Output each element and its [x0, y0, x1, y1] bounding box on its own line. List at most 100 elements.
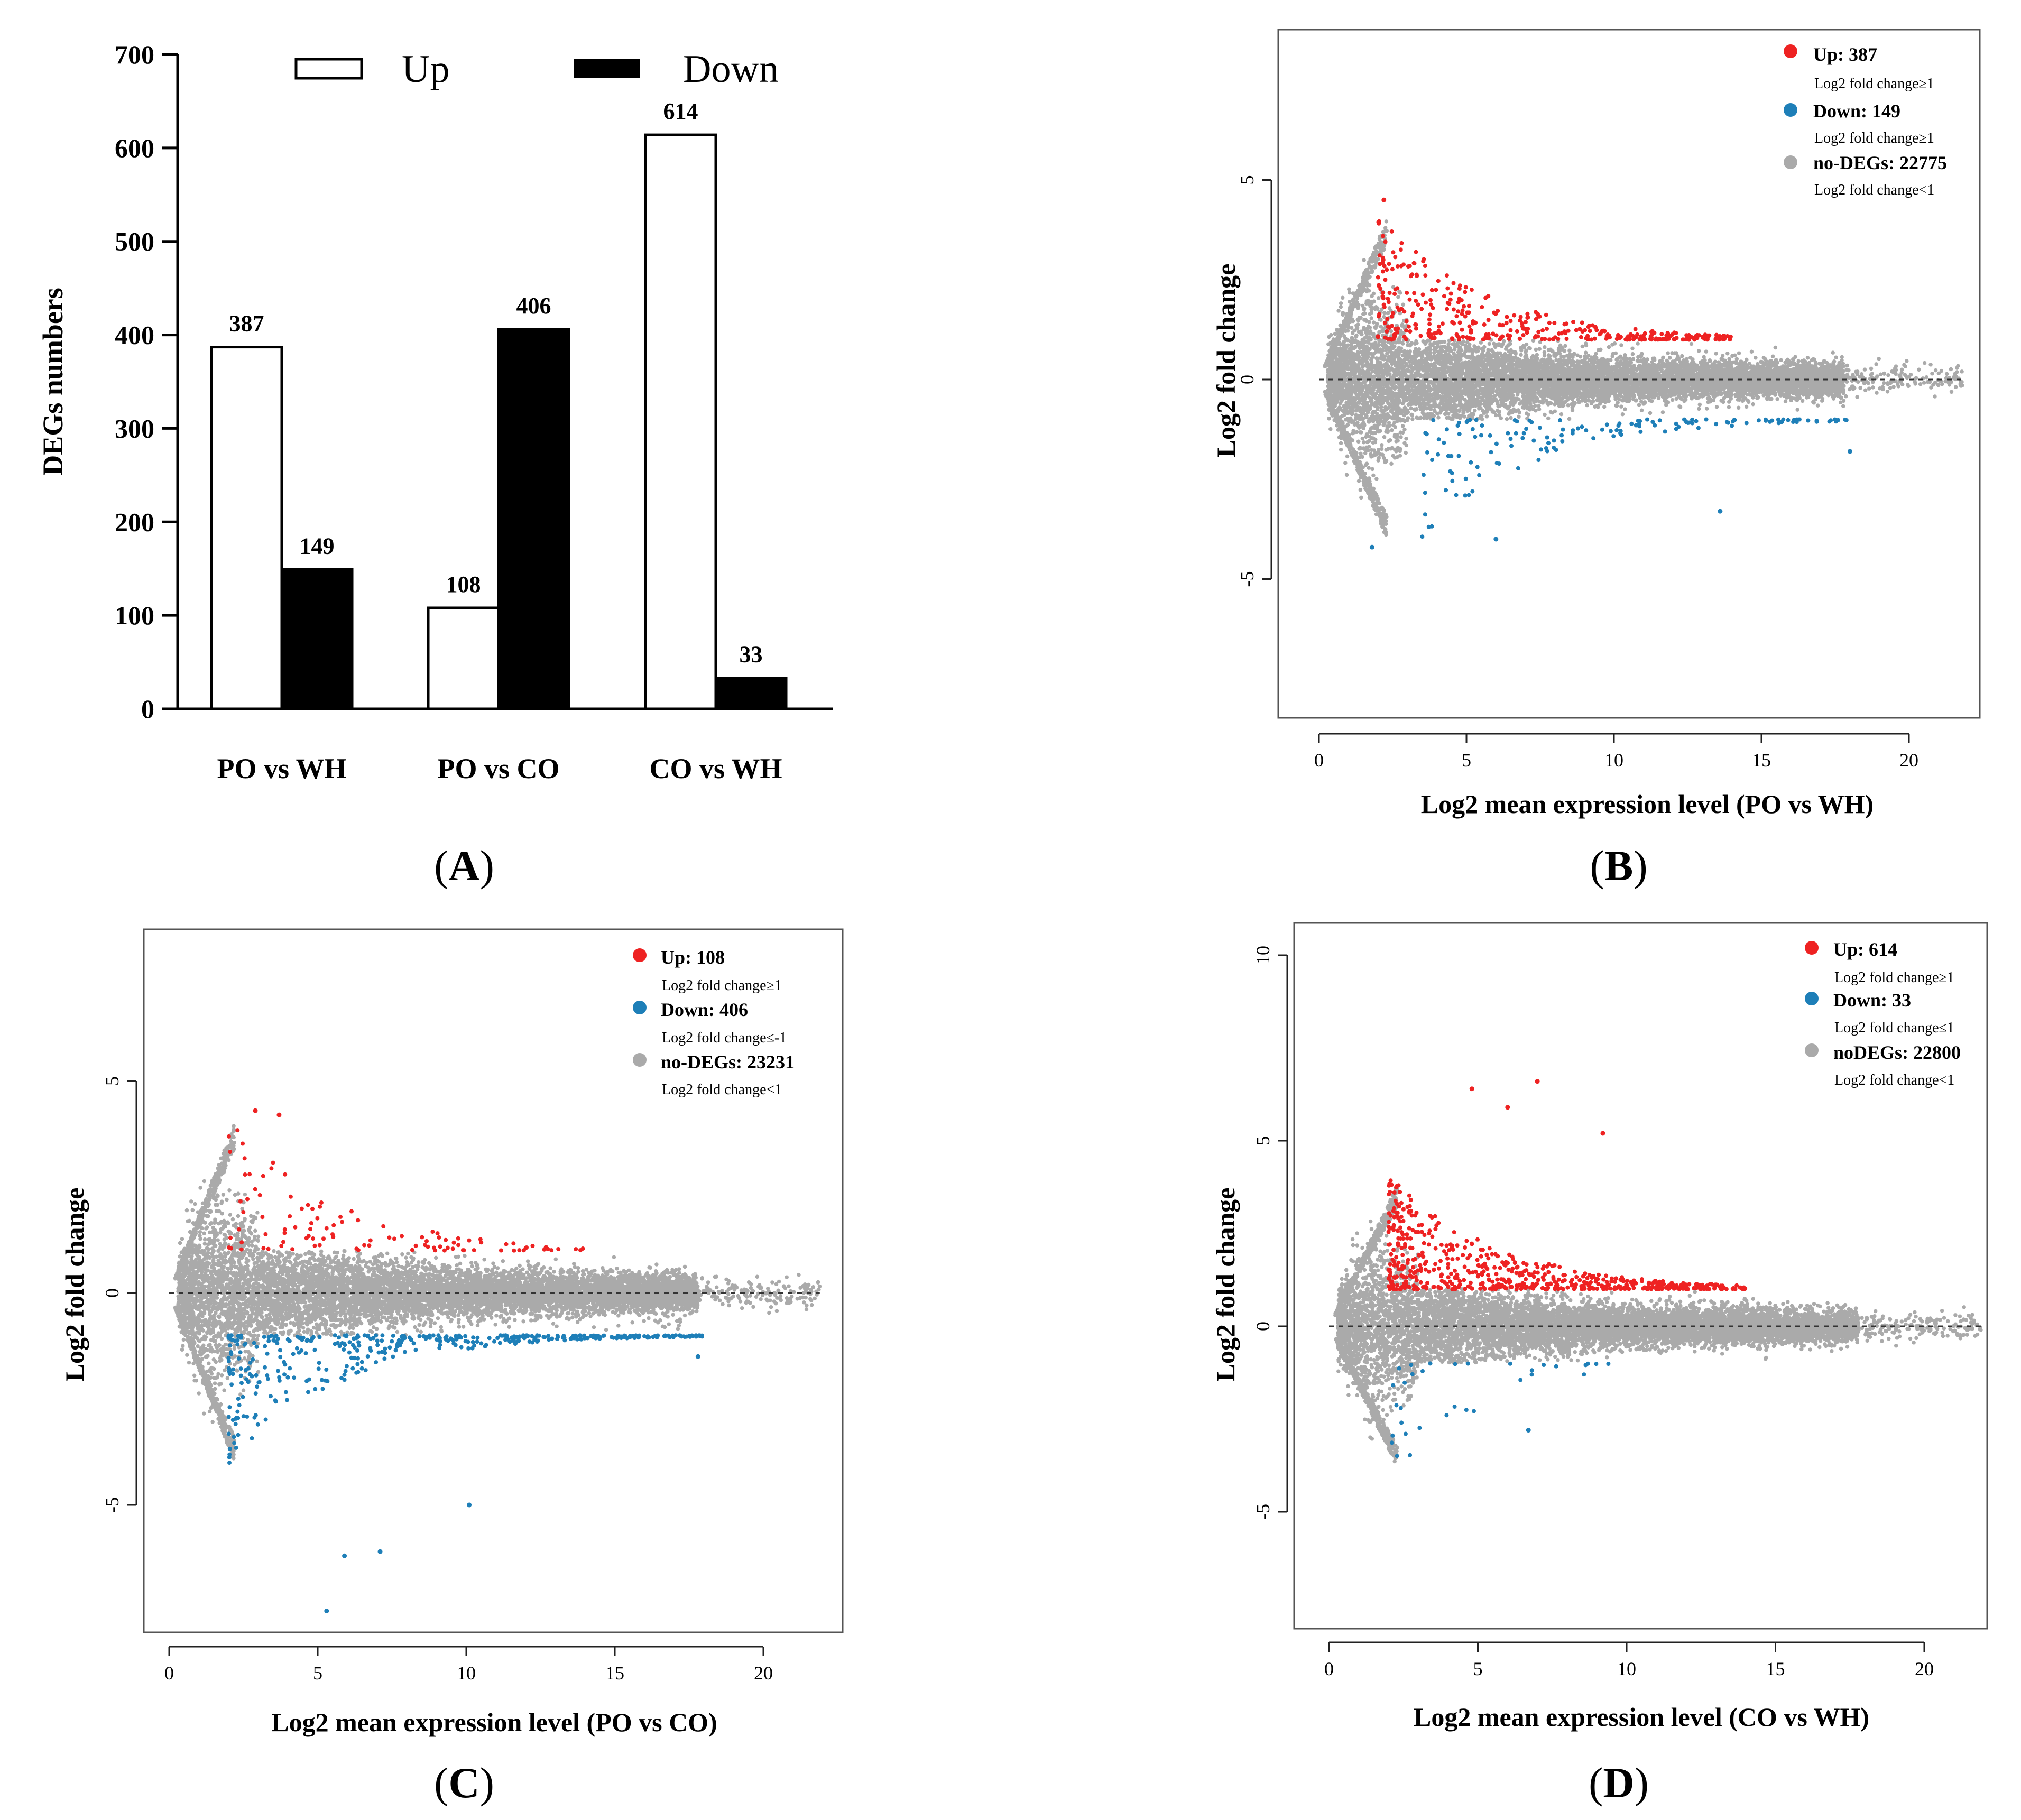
y-tick-label: 700 — [115, 40, 154, 69]
panel-b-letter: (B) — [1590, 842, 1647, 890]
legend-up-sublabel: Log2 fold change≥1 — [1814, 76, 1934, 92]
y-tick-label: 100 — [115, 600, 154, 630]
panel-a-category-labels: PO vs WH PO vs CO CO vs WH — [217, 753, 782, 784]
category-label: PO vs WH — [217, 753, 346, 784]
x-tick-label: 15 — [1766, 1658, 1785, 1679]
panel-b-legend: Up: 387 Log2 fold change≥1 Down: 149 Log… — [1784, 44, 1947, 198]
x-tick-label: 20 — [1915, 1658, 1934, 1679]
panel-c-letter: (C) — [434, 1759, 494, 1807]
legend-up-label: Up: 108 — [661, 947, 725, 968]
outlier-point — [276, 1112, 282, 1117]
y-tick-label: 0 — [1252, 1322, 1273, 1331]
x-tick-label: 0 — [1324, 1658, 1334, 1679]
y-tick-label: 5 — [1252, 1136, 1273, 1145]
legend-down-label: Down: 33 — [1833, 990, 1911, 1011]
outlier-point — [377, 1549, 383, 1554]
legend-down-swatch — [574, 59, 640, 78]
bar-down — [714, 677, 788, 710]
bar-up — [644, 133, 717, 710]
outlier-point — [324, 1609, 329, 1613]
legend-up-sublabel: Log2 fold change≥1 — [662, 977, 782, 994]
panel-a-legend: Up Down — [294, 48, 779, 91]
x-tick-label: 10 — [1604, 750, 1623, 771]
legend-down-sublabel: Log2 fold change≤1 — [1834, 1020, 1954, 1036]
panel-a-value-labels: 387 149 108 406 614 33 — [229, 98, 763, 668]
legend-down-label: Down: 406 — [661, 999, 748, 1020]
y-tick-label: 5 — [101, 1076, 123, 1086]
category-label: CO vs WH — [649, 753, 782, 784]
legend-down-label: Down — [683, 48, 779, 91]
legend-up-label: Up: 387 — [1813, 44, 1877, 65]
outlier-point — [1535, 1079, 1540, 1084]
bar-value-label: 149 — [300, 533, 335, 559]
panel-d-letter: (D) — [1589, 1759, 1649, 1807]
y-tick-label: 0 — [1236, 375, 1258, 384]
down-deg-points — [1389, 1361, 1611, 1458]
outlier-point — [1847, 449, 1852, 454]
panel-b-plot-frame — [1277, 29, 1981, 719]
legend-up-swatch — [294, 58, 363, 80]
panel-a-bar-chart: 387 149 108 406 614 33 0 100 200 300 400 500 600 700… — [37, 40, 833, 890]
legend-down-marker — [633, 1001, 647, 1014]
legend-none-label: no-DEGs: 22775 — [1813, 152, 1947, 173]
legend-none-sublabel: Log2 fold change<1 — [662, 1082, 782, 1098]
panel-d-ma-plot: 0 5 10 15 20 -5 0 5 10 Log2 mean expression leve… — [1211, 922, 1988, 1807]
panel-d-axes: 0 5 10 15 20 -5 0 5 10 — [1252, 946, 1934, 1679]
no-deg-points — [173, 1124, 822, 1461]
legend-none-marker — [633, 1053, 647, 1067]
category-label: PO vs CO — [437, 753, 559, 784]
panel-c-ma-plot: 0 5 10 15 20 -5 0 5 Log2 mean expression level … — [60, 928, 844, 1807]
panel-b-x-label: Log2 mean expression level (PO vs WH) — [1421, 789, 1874, 819]
outlier-point — [1469, 1086, 1474, 1092]
x-tick-label: 5 — [1462, 750, 1471, 771]
outlier-point — [342, 1553, 347, 1558]
bar-down — [280, 568, 354, 710]
outlier-point — [1505, 1105, 1510, 1110]
legend-none-marker — [1805, 1043, 1819, 1057]
bar-up — [427, 606, 500, 710]
legend-up-sublabel: Log2 fold change≥1 — [1834, 969, 1954, 986]
x-tick-label: 0 — [164, 1662, 174, 1684]
down-deg-points — [226, 1333, 705, 1465]
y-tick-label: 500 — [115, 227, 154, 256]
panel-a-y-ticks: 0 100 200 300 400 500 600 700 — [115, 40, 178, 724]
legend-up-marker — [633, 948, 647, 962]
panel-d-legend: Up: 614 Log2 fold change≥1 Down: 33 Log2… — [1805, 939, 1961, 1088]
x-tick-label: 10 — [1617, 1658, 1636, 1679]
panel-a-letter: (A) — [434, 842, 494, 890]
legend-up-marker — [1805, 941, 1819, 955]
panel-c-points — [173, 1108, 822, 1613]
panel-c-plot-frame — [143, 928, 844, 1633]
down-deg-points — [1420, 417, 1849, 539]
x-tick-label: 0 — [1314, 750, 1324, 771]
y-tick-label: -5 — [1252, 1504, 1273, 1520]
x-tick-label: 5 — [1473, 1658, 1483, 1679]
y-tick-label: 400 — [115, 320, 154, 350]
outlier-point — [253, 1108, 258, 1113]
x-tick-label: 5 — [313, 1662, 322, 1684]
legend-up-label: Up: 614 — [1833, 939, 1897, 960]
legend-up-marker — [1784, 44, 1797, 58]
up-deg-points — [1376, 219, 1733, 342]
legend-none-label: noDEGs: 22800 — [1833, 1042, 1961, 1063]
y-tick-label: 5 — [1236, 175, 1258, 185]
panel-b-axes: 0 5 10 15 20 -5 0 5 — [1236, 175, 1918, 771]
panel-a-y-label: DEGs numbers — [37, 288, 69, 476]
bar-value-label: 108 — [446, 571, 481, 597]
x-tick-label: 15 — [1752, 750, 1771, 771]
y-tick-label: 10 — [1252, 946, 1273, 965]
legend-none-marker — [1784, 155, 1797, 169]
up-deg-points — [1386, 1178, 1748, 1291]
bar-value-label: 406 — [516, 293, 551, 319]
bar-value-label: 33 — [740, 642, 763, 668]
x-tick-label: 10 — [457, 1662, 476, 1684]
up-deg-points — [226, 1128, 585, 1253]
legend-down-sublabel: Log2 fold change≤-1 — [662, 1030, 787, 1046]
y-tick-label: -5 — [1236, 571, 1258, 587]
x-tick-label: 20 — [1899, 750, 1918, 771]
y-tick-label: 300 — [115, 413, 154, 443]
legend-none-label: no-DEGs: 23231 — [661, 1051, 795, 1073]
panel-c-x-label: Log2 mean expression level (PO vs CO) — [271, 1707, 717, 1737]
bar-down — [497, 328, 570, 710]
